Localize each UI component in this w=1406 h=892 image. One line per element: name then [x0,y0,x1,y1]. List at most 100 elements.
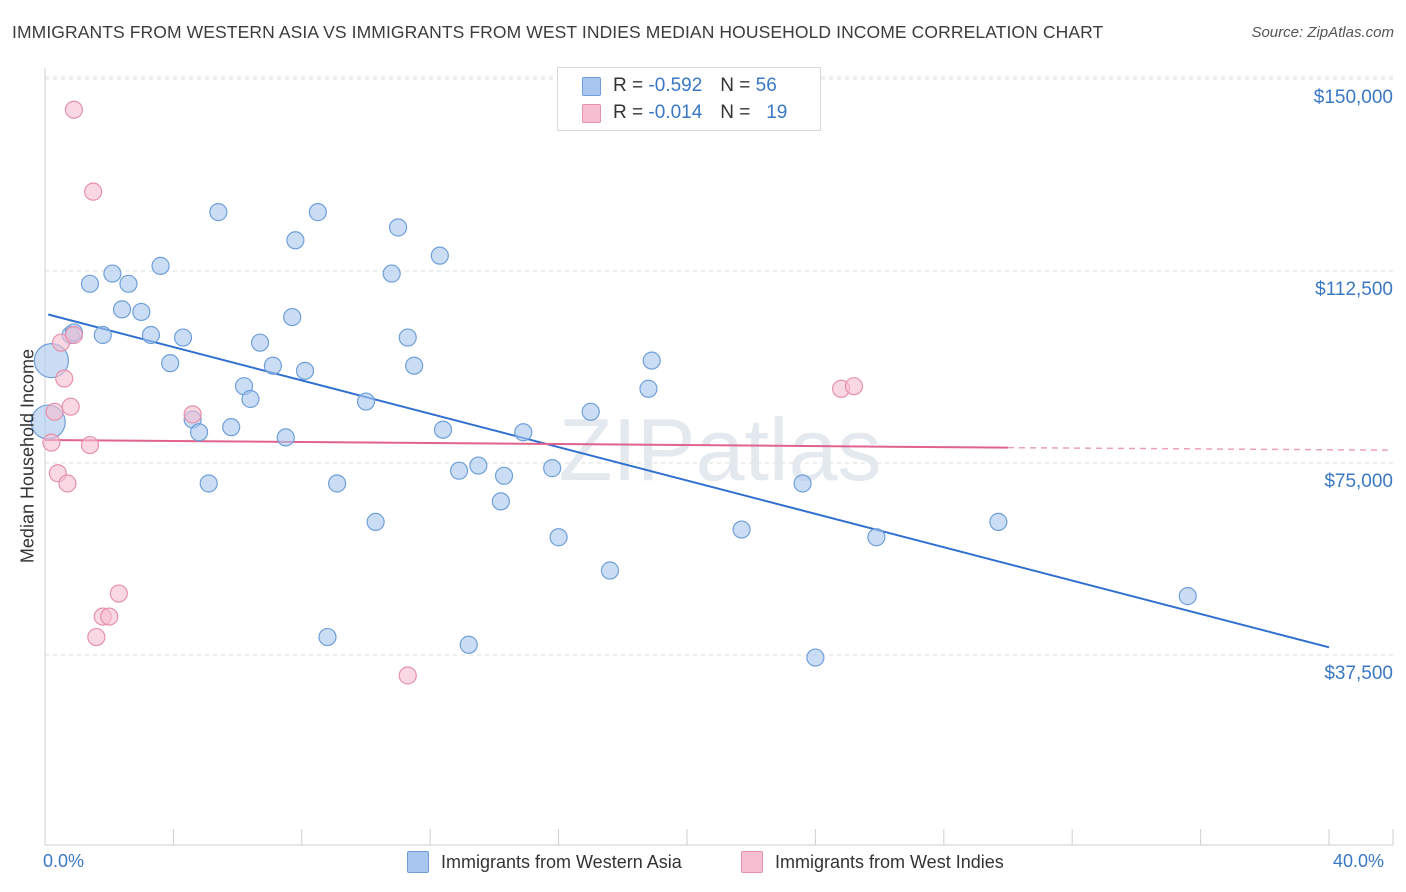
data-point-western-asia [449,461,469,480]
legend-row-west-indies: R = -0.014 N = 19 [582,99,787,127]
data-point-western-asia [308,203,327,222]
data-point-western-asia [80,274,100,293]
data-point-western-asia [103,264,122,283]
data-point-west-indies [87,627,106,647]
data-point-western-asia [642,351,661,370]
chart-title: IMMIGRANTS FROM WESTERN ASIA VS IMMIGRAN… [12,22,1104,42]
data-point-western-asia [119,274,138,293]
data-point-western-asia [389,218,408,237]
data-point-western-asia [276,428,295,447]
data-point-west-indies [109,584,128,603]
data-point-western-asia [199,474,218,493]
data-point-western-asia [356,392,376,411]
correlation-legend: R = -0.592 N = 56 R = -0.014 N = 19 [557,67,821,131]
y-tick-label: $37,500 [1324,663,1393,684]
data-point-west-indies [45,402,64,421]
data-point-western-asia [549,528,568,547]
scatter-points [30,100,1197,685]
data-point-western-asia [469,456,488,475]
data-point-western-asia [318,627,337,647]
data-point-western-asia [241,389,260,409]
data-point-western-asia [328,474,347,493]
data-point-western-asia [600,561,620,580]
data-point-west-indies [64,100,83,119]
y-tick-label: $112,500 [1315,279,1393,300]
legend-r-label: R = [613,102,644,123]
legend-swatch-pink [741,851,763,873]
bottom-legend-west-indies: Immigrants from West Indies [741,851,1004,873]
data-point-western-asia [806,648,825,667]
x-tick-label-min: 0.0% [43,851,85,871]
data-point-western-asia [543,459,562,478]
data-point-western-asia [222,418,241,437]
data-point-western-asia [93,325,112,345]
data-point-west-indies [844,377,864,396]
data-point-west-indies [58,474,77,493]
data-point-western-asia [33,343,70,379]
legend-row-western-asia: R = -0.592 N = 56 [582,72,777,100]
data-point-western-asia [793,474,812,493]
legend-swatch-pink [582,103,601,123]
trend-line-west-indies-extension [1007,446,1394,451]
trend-lines [44,313,1394,649]
data-point-west-indies [398,666,417,685]
data-point-western-asia [382,264,401,283]
legend-swatch-blue [582,76,601,96]
trend-line-western-asia [47,313,1330,649]
data-point-western-asia [161,354,180,373]
data-point-western-asia [141,325,161,345]
y-tick-label: $75,000 [1324,471,1393,492]
x-tick-label-max: 40.0% [1333,851,1385,871]
source-label: Source: ZipAtlas.com [1251,24,1394,41]
data-point-western-asia [867,528,886,547]
data-point-western-asia [989,512,1008,531]
data-point-western-asia [433,420,453,439]
y-tick-label: $150,000 [1313,87,1393,108]
data-point-western-asia [173,328,193,347]
data-point-west-indies [55,369,74,388]
legend-n-label: N = [720,102,751,123]
data-point-western-asia [295,361,315,380]
data-point-western-asia [459,635,478,654]
data-point-western-asia [639,379,658,398]
data-point-west-indies [80,435,100,455]
data-point-west-indies [100,607,119,626]
legend-r-value: -0.014 [648,102,703,123]
data-point-western-asia [398,328,417,347]
trend-line-west-indies [44,438,1009,449]
data-point-west-indies [61,397,80,416]
legend-n-value: 19 [766,102,788,123]
legend-r-label: R = [613,75,644,96]
data-point-western-asia [491,492,510,511]
data-point-western-asia [132,302,151,322]
data-point-western-asia [581,402,600,421]
data-point-western-asia [209,203,228,222]
data-point-western-asia [283,307,302,327]
data-point-western-asia [189,423,209,442]
axes [44,68,1394,846]
watermark: ZIPatlas [559,400,882,499]
legend-n-label: N = [720,75,751,96]
y-axis-title: Median Household Income [17,348,38,564]
data-point-western-asia [405,356,424,375]
data-point-western-asia [514,423,533,442]
data-point-western-asia [286,231,305,250]
data-point-western-asia [1178,587,1197,606]
legend-series-label: Immigrants from West Indies [775,851,1004,872]
data-point-west-indies [84,182,103,201]
data-point-western-asia [494,466,514,485]
legend-r-value: -0.592 [648,75,703,96]
data-point-western-asia [151,256,170,275]
data-point-west-indies [42,433,61,452]
data-point-western-asia [430,246,449,265]
data-point-western-asia [263,356,283,375]
data-point-western-asia [366,512,385,531]
data-point-western-asia [112,300,132,319]
data-point-west-indies [183,405,202,424]
legend-swatch-blue [407,851,429,873]
data-point-western-asia [732,520,751,539]
legend-n-value: 56 [755,75,777,96]
data-point-western-asia [250,333,270,352]
legend-series-label: Immigrants from Western Asia [441,851,682,872]
